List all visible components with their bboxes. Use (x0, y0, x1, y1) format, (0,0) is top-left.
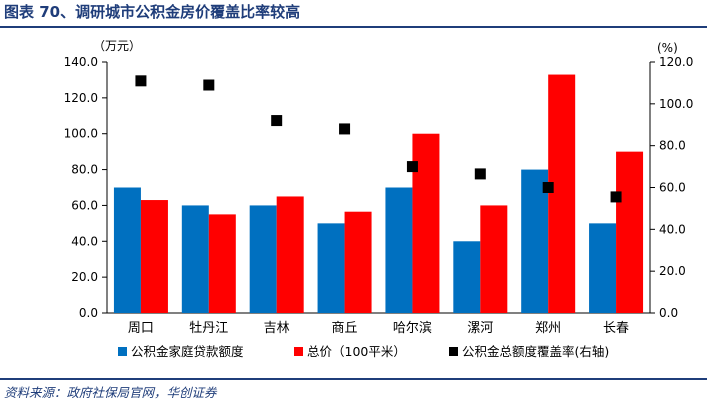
bar-loan (113, 187, 141, 313)
x-tick-label: 周口 (128, 321, 154, 336)
bar-loan (521, 169, 549, 313)
y-right-tick-label: 80.0 (659, 139, 686, 153)
legend-swatch (294, 347, 303, 356)
coverage-point (406, 161, 418, 173)
bar-loan (385, 187, 413, 313)
y-right-tick-label: 60.0 (659, 181, 686, 195)
figure-title-text: 图表 70、调研城市公积金房价覆盖比率较高 (4, 3, 301, 21)
y-right-tick-label: 120.0 (659, 55, 693, 69)
y-left-tick-label: 40.0 (71, 234, 98, 248)
coverage-point (203, 79, 215, 91)
y-left-tick-label: 140.0 (64, 55, 98, 69)
x-tick-label: 漯河 (467, 321, 493, 336)
legend-label: 公积金家庭贷款额度 (131, 344, 244, 359)
y-left-tick-label: 0.0 (79, 306, 98, 320)
x-tick-label: 牡丹江 (189, 321, 228, 336)
bar-price (412, 133, 440, 313)
source-rule (0, 378, 707, 380)
x-tick-label: 长春 (603, 321, 629, 336)
x-tick-label: 吉林 (264, 321, 290, 336)
figure-source: 资料来源：政府社保局官网，华创证券 (0, 378, 707, 406)
coverage-point (542, 182, 554, 193)
y-right-unit-label: (%) (657, 41, 678, 55)
legend-label: 总价（100平米） (307, 344, 406, 359)
y-left-tick-label: 100.0 (64, 127, 98, 141)
legend-label: 公积金总额度覆盖率(右轴) (462, 344, 609, 359)
x-tick-label: 郑州 (535, 321, 561, 336)
x-tick-label: 商丘 (332, 321, 358, 336)
y-right-tick-label: 20.0 (659, 264, 686, 278)
y-left-tick-label: 20.0 (71, 270, 98, 284)
y-left-unit-label: （万元） (93, 39, 141, 53)
bar-price (208, 214, 236, 313)
bar-loan (453, 241, 481, 313)
bar-loan (181, 205, 209, 313)
coverage-point (474, 168, 486, 180)
coverage-point (271, 115, 283, 127)
legend-swatch (449, 347, 458, 356)
legend-swatch (118, 347, 127, 356)
coverage-point (339, 123, 351, 135)
bar-price (276, 196, 304, 313)
bar-loan (249, 205, 277, 313)
x-tick-label: 哈尔滨 (393, 320, 432, 336)
title-rule (0, 26, 707, 28)
y-left-tick-label: 80.0 (71, 163, 98, 177)
y-left-tick-label: 60.0 (71, 198, 98, 212)
bar-price (616, 151, 644, 313)
y-right-tick-label: 100.0 (659, 97, 693, 111)
bar-loan (589, 223, 617, 313)
y-right-tick-label: 0.0 (659, 306, 678, 320)
bar-price (480, 205, 508, 313)
bar-price (548, 74, 576, 313)
bar-price (344, 211, 372, 313)
coverage-point (135, 75, 147, 87)
figure-source-text: 资料来源：政府社保局官网，华创证券 (4, 385, 217, 400)
figure-title: 图表 70、调研城市公积金房价覆盖比率较高 (0, 0, 707, 30)
coverage-point (610, 191, 622, 203)
bar-price (140, 200, 168, 313)
y-right-tick-label: 40.0 (659, 222, 686, 236)
y-left-tick-label: 120.0 (64, 91, 98, 105)
bar-loan (317, 223, 345, 313)
